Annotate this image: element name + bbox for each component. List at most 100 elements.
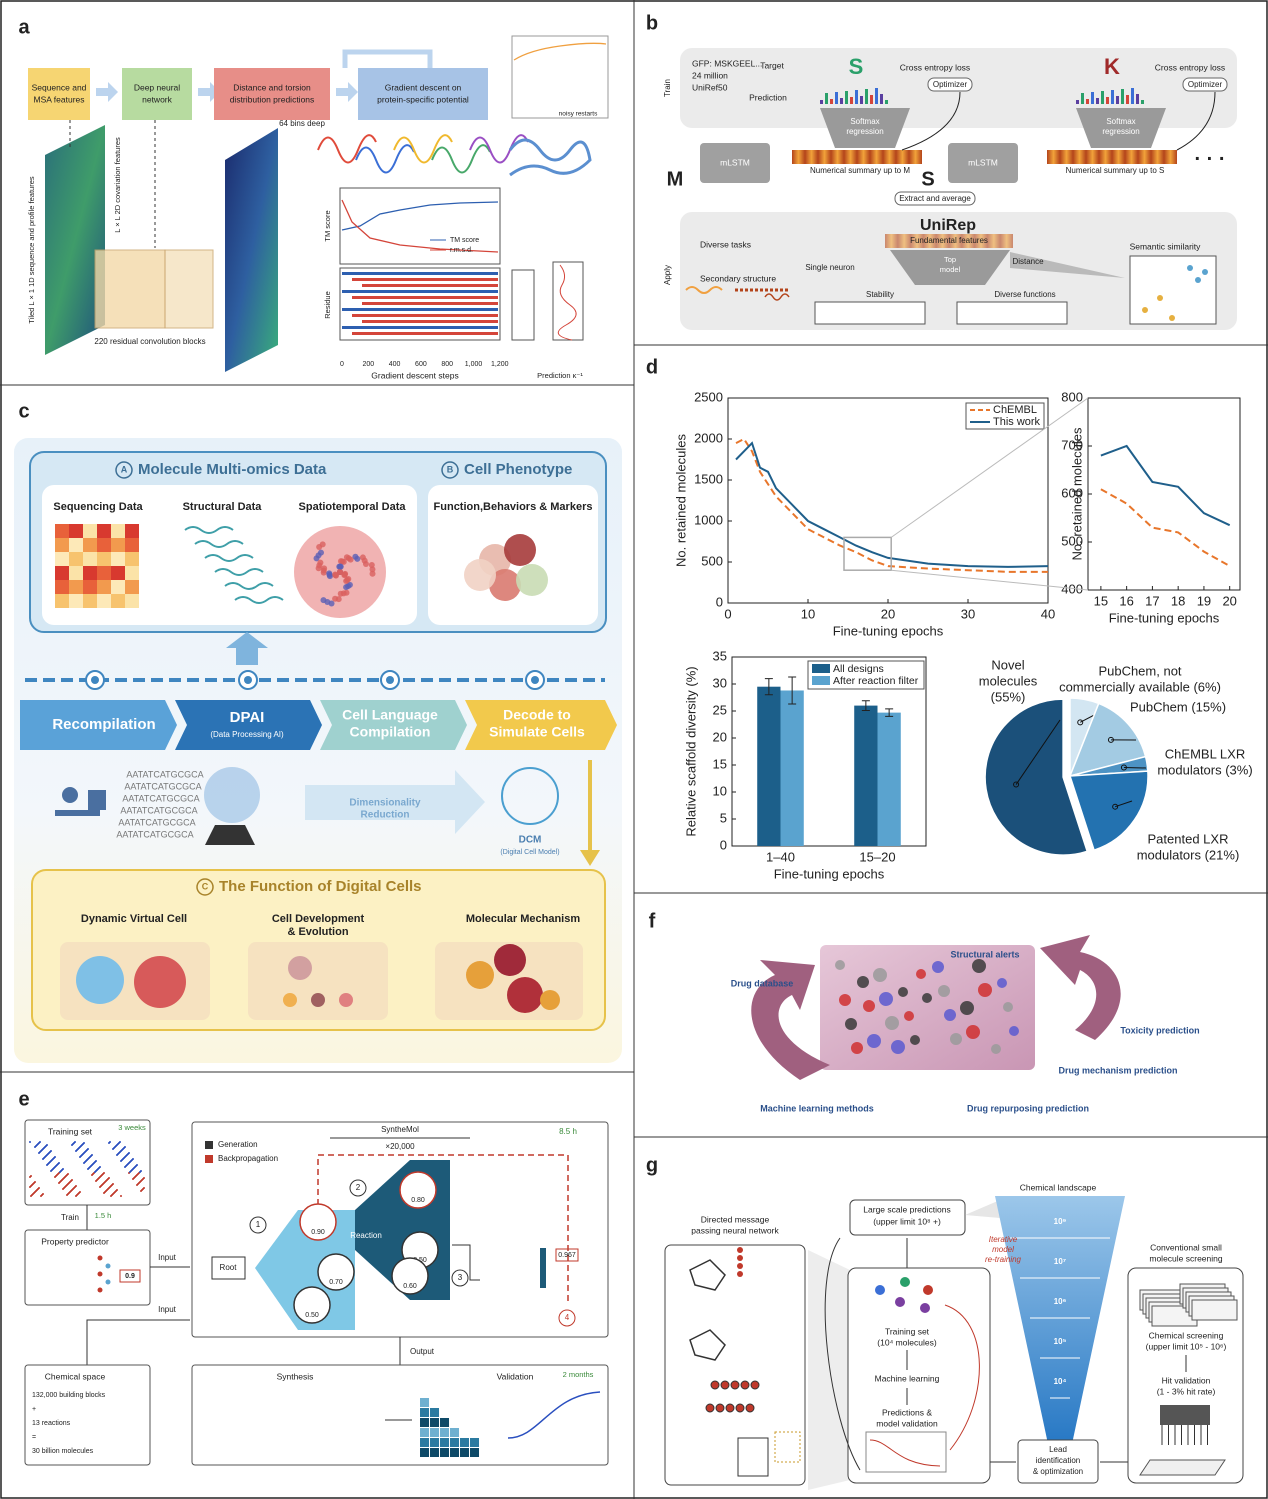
label: A [121, 464, 128, 474]
cycle-arrow [751, 960, 830, 1080]
y-axis-label: Relative scaffold diversity (%) [683, 666, 698, 836]
dot [938, 985, 950, 997]
label: S [921, 168, 934, 190]
error-bar [861, 700, 870, 711]
logo-glyph [875, 88, 878, 104]
dot [50, 1150, 52, 1152]
dot [317, 549, 324, 556]
dot [120, 1195, 122, 1197]
dot [283, 993, 297, 1007]
projection [965, 1200, 1000, 1218]
label: L × L 2D covariation features [113, 137, 122, 233]
large-box [849, 1199, 966, 1236]
step-text: Sequence and [32, 82, 87, 92]
distogram [225, 128, 278, 372]
leader-dot [1013, 781, 1020, 788]
dot [920, 1303, 930, 1313]
dot [1187, 265, 1193, 271]
label: 0 [340, 361, 344, 368]
label: 10⁴ [1054, 1377, 1067, 1386]
arrow [96, 82, 118, 102]
heatmap-cell [55, 566, 69, 580]
label: 24 million [692, 70, 728, 80]
label: Semantic similarity [1130, 241, 1202, 251]
dot [109, 1141, 111, 1143]
label: noisy restarts [559, 111, 598, 118]
logo-glyph [865, 89, 868, 104]
legend-swatch [812, 664, 830, 673]
helix [764, 293, 790, 301]
label: Directed message [701, 1214, 770, 1224]
heatmap-cell [97, 552, 111, 566]
dot [343, 584, 350, 591]
label: K [1104, 54, 1120, 79]
label: Toxicity prediction [1120, 1025, 1199, 1035]
y-tick-label: 500 [701, 553, 723, 568]
label: 132,000 building blocks [32, 1392, 106, 1399]
logo-glyph [1101, 91, 1104, 104]
pie-slice [984, 698, 1089, 856]
plate [1191, 1299, 1238, 1321]
label: ×20,000 [385, 1142, 415, 1151]
softmax-trapezoid [820, 108, 910, 148]
label: Root [220, 1263, 238, 1272]
label: r.m.s.d. [450, 247, 473, 254]
cell [516, 564, 548, 596]
label: 4 [565, 1313, 570, 1322]
feature-bar [885, 234, 1013, 248]
protein-trace [393, 134, 453, 164]
embedding-bar [792, 150, 922, 164]
heatmap-cell [97, 524, 111, 538]
label: Cell Phenotype [464, 461, 572, 478]
dot [299, 1203, 337, 1241]
x-axis-label: Fine-tuning epochs [774, 866, 885, 881]
label: Structural alerts [950, 949, 1019, 959]
label: M [667, 168, 684, 190]
error-bar [764, 678, 773, 696]
logo-glyph [825, 93, 828, 104]
label: mLSTM [720, 157, 750, 167]
structure [204, 554, 254, 562]
dot [991, 1044, 1001, 1054]
dot [75, 1185, 77, 1187]
logo-glyph [1116, 96, 1119, 104]
label: Stability [866, 290, 894, 299]
label: TM score [450, 237, 479, 244]
pie-slice [1068, 770, 1149, 852]
label: B [447, 464, 454, 474]
label: model validation [876, 1418, 938, 1428]
heatmap-cell [55, 538, 69, 552]
label: Cross entropy loss [900, 62, 970, 72]
arrow [305, 770, 485, 834]
dot [997, 978, 1007, 988]
residue-band [342, 326, 498, 329]
leader-dot [1077, 719, 1084, 726]
top-model [890, 250, 1010, 285]
label: 0.70 [329, 1279, 343, 1286]
logo-glyph [835, 92, 838, 104]
dot [835, 960, 845, 970]
label: Simulate Cells [489, 724, 585, 740]
dot [339, 993, 353, 1007]
dot [95, 1160, 97, 1162]
label: The Function of Digital Cells [219, 878, 422, 895]
dot [710, 1380, 720, 1390]
label: Iterative [989, 1235, 1018, 1244]
label: Training set [48, 1126, 93, 1136]
score-box [555, 1248, 579, 1262]
heatmap-cell [83, 580, 97, 594]
dot [916, 969, 926, 979]
step-box [28, 68, 90, 120]
logo-glyph [840, 98, 843, 104]
dot [34, 1181, 36, 1183]
logo-glyph [885, 100, 888, 104]
y-tick-label: 25 [713, 702, 727, 717]
dot [143, 1187, 145, 1189]
dot [293, 1286, 331, 1324]
plate [1139, 1459, 1226, 1476]
y-tick-label: 400 [1061, 581, 1083, 596]
pie-label: PubChem, not [1098, 663, 1181, 678]
label: Chemical space [45, 1371, 106, 1381]
heatmap-cell [97, 566, 111, 580]
